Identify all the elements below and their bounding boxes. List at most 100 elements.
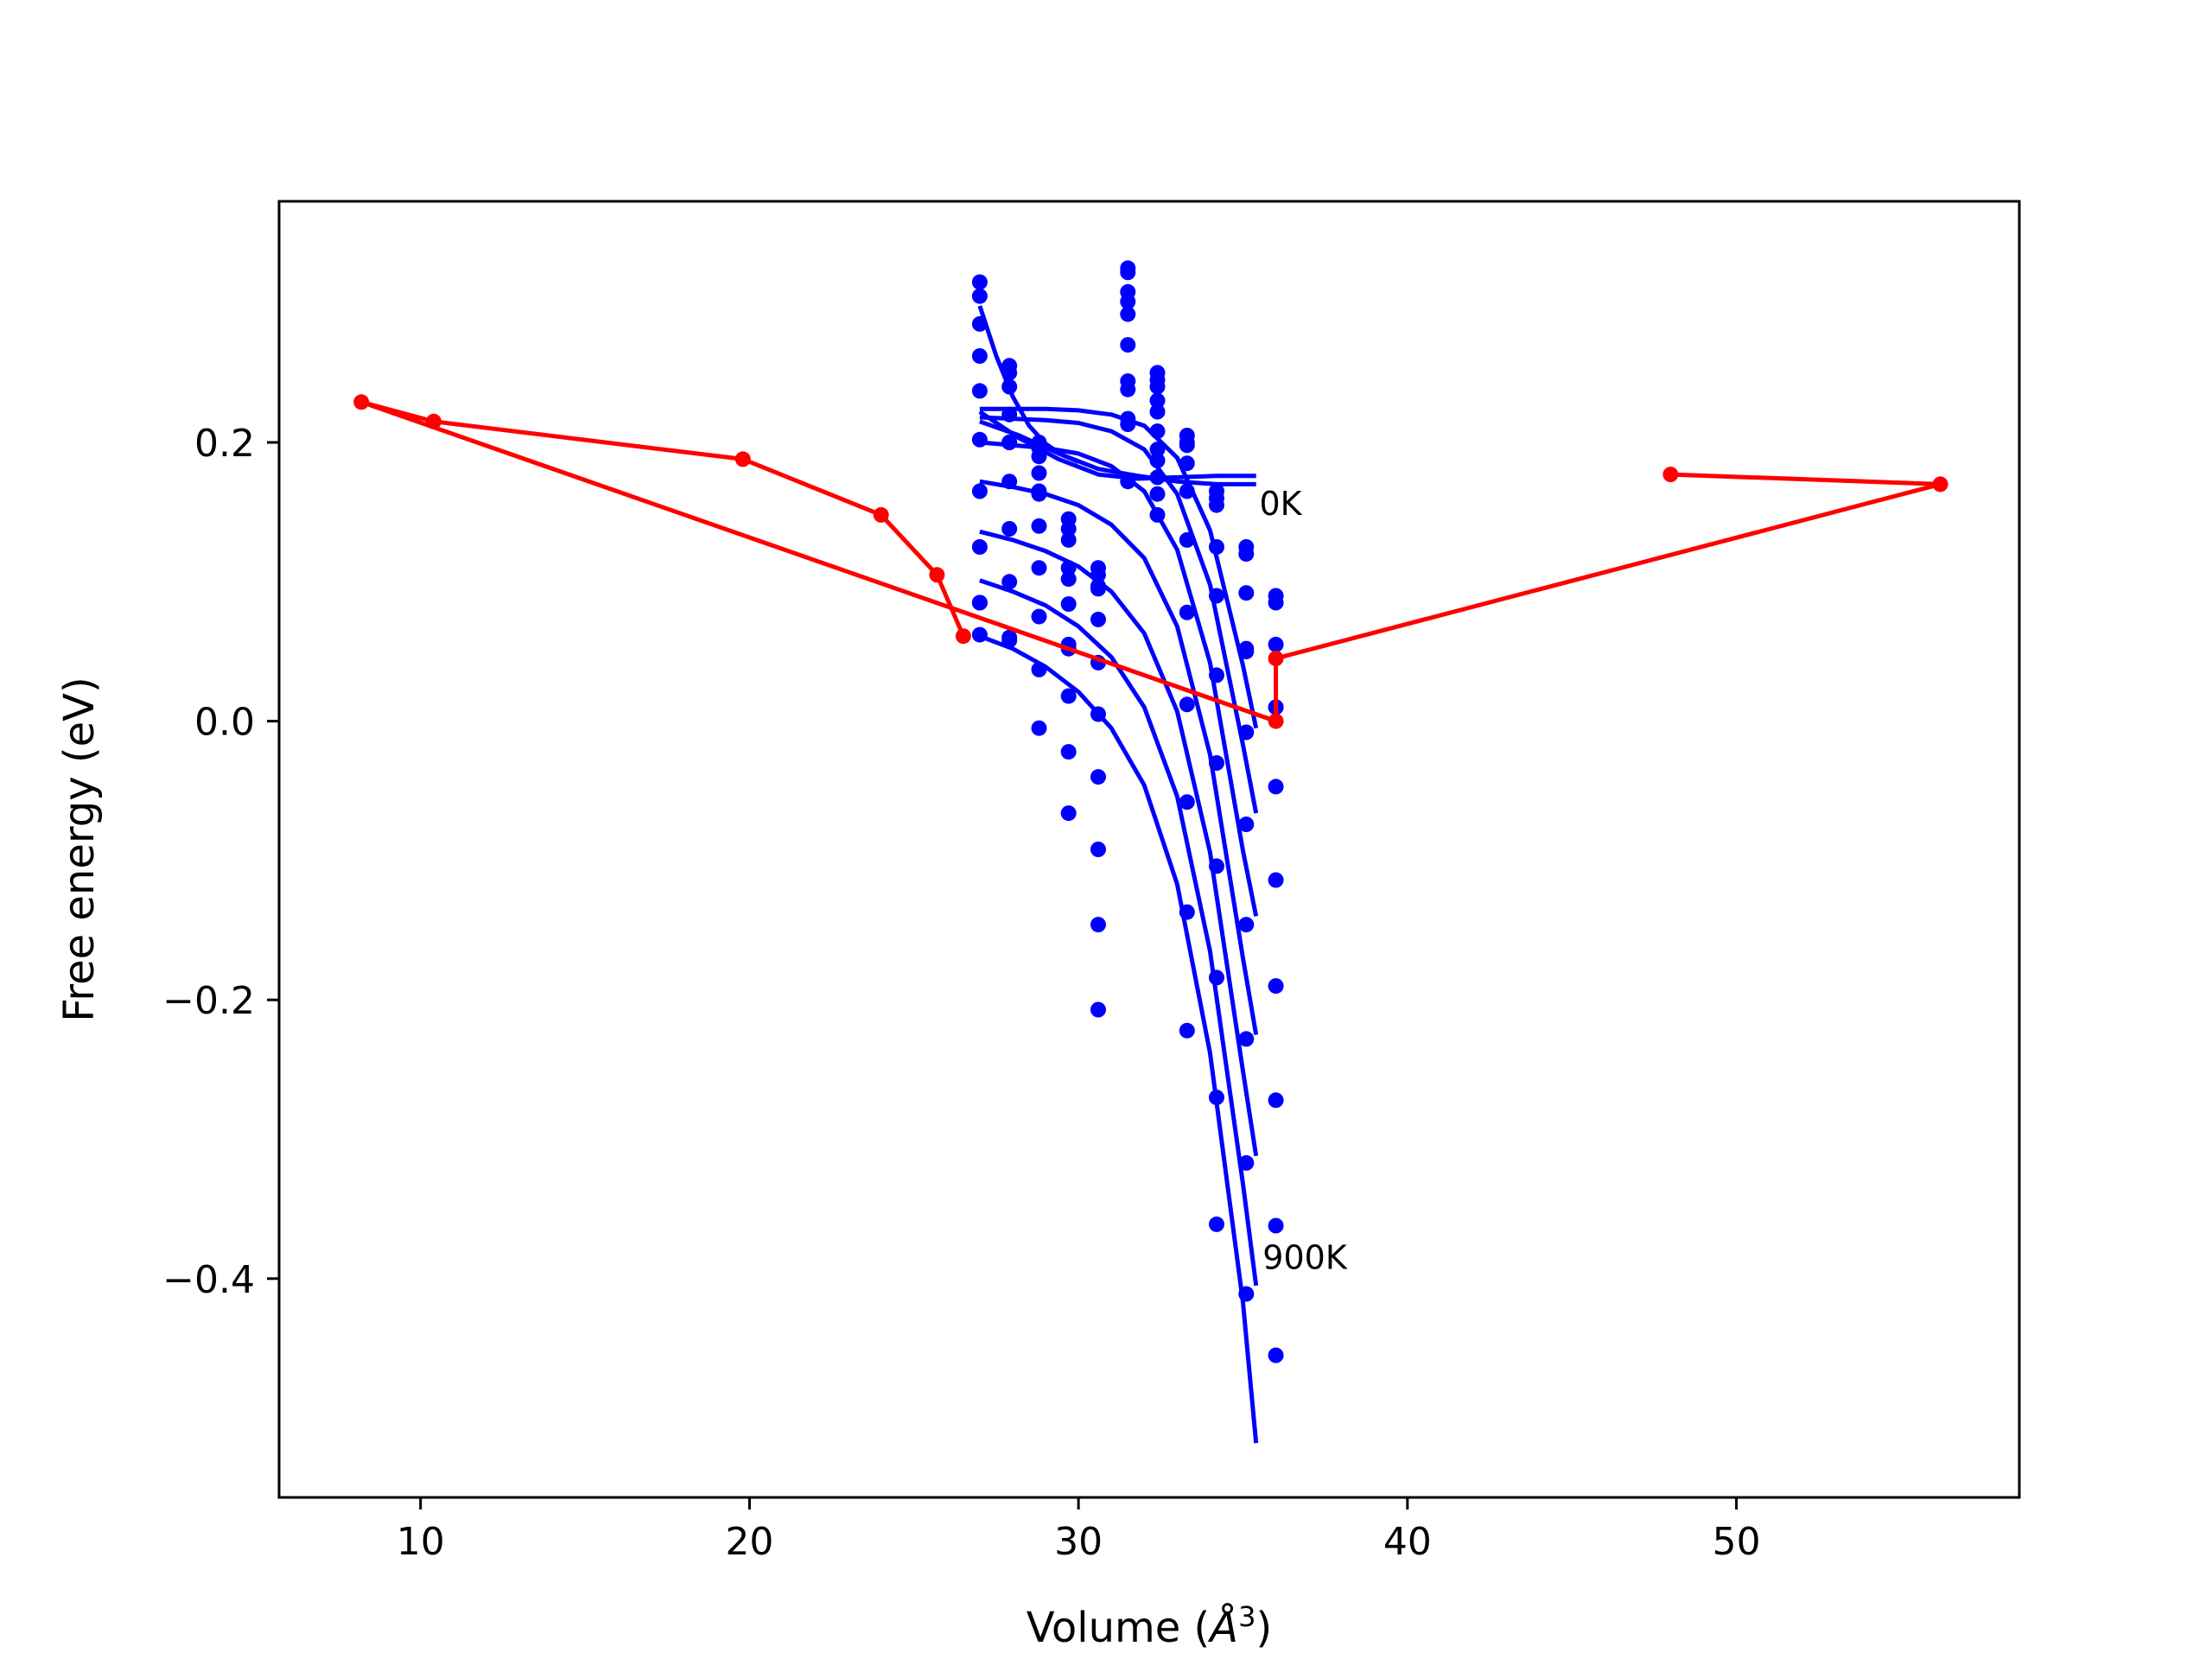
data-point [1090,1001,1106,1018]
x-tick-label: 30 [1054,1520,1103,1564]
data-point [1209,1090,1224,1106]
data-point [1090,611,1106,627]
data-point [971,274,988,290]
data-point [1179,483,1195,499]
x-tick-label: 10 [397,1520,445,1564]
data-point [1031,720,1047,736]
data-point [1060,560,1077,576]
data-point [1179,696,1195,713]
data-point [971,383,988,399]
data-point [1209,667,1224,683]
data-point [971,315,988,332]
data-point [1209,755,1224,771]
data-point [1209,539,1224,555]
data-point [1179,531,1195,548]
red-path-point [425,413,442,429]
red-path-point [353,394,370,410]
data-point [1060,596,1077,613]
y-tick-label: −0.2 [162,979,255,1023]
fit-curve-9 [979,633,1259,1444]
data-point [1179,437,1195,454]
data-point [1001,574,1018,590]
data-point [1238,724,1255,741]
data-point [1120,294,1136,310]
data-point [1179,604,1195,620]
data-point [1060,744,1077,760]
data-point [1120,381,1136,397]
data-point [1268,588,1284,604]
data-point [1090,917,1106,933]
annotation-group: 0K 900K [1260,485,1348,1277]
data-point [1149,442,1166,458]
plot-area [353,260,1948,1444]
data-point [1268,978,1284,995]
data-point [1090,567,1106,583]
data-point [1268,1217,1284,1234]
data-point [971,626,988,643]
red-path-point [1268,713,1284,729]
data-point [1031,608,1047,625]
data-point [1031,448,1047,465]
data-point [1149,453,1166,468]
data-point [1149,506,1166,523]
data-point [1238,1154,1255,1171]
data-point [1209,858,1224,874]
x-axis-label: Volume (Å3) [1027,1600,1272,1652]
y-tick-label: −0.4 [162,1258,255,1302]
data-point [1209,969,1224,986]
data-point [1001,629,1018,645]
data-point [1209,497,1224,513]
data-point [1090,581,1106,597]
data-point [1268,636,1284,652]
fit-curve-1 [978,410,1256,481]
curve-annotation: 900K [1262,1239,1348,1277]
x-tick-label: 50 [1713,1520,1761,1564]
data-point [1238,539,1255,555]
data-point [971,348,988,364]
data-point [1120,410,1136,427]
plot-frame [277,200,2021,1499]
red-path-point [929,567,945,583]
data-point [1031,465,1047,481]
data-point [1238,817,1255,832]
data-point [1149,378,1166,395]
data-point [1120,474,1136,490]
data-point [1031,486,1047,502]
data-point [1209,588,1224,604]
data-point [1268,779,1284,795]
fit-curve-10 [977,305,1080,464]
data-point [1060,805,1077,822]
data-point [1179,794,1195,810]
data-point [1238,1286,1255,1302]
data-point [1238,917,1255,933]
data-point [1001,406,1018,423]
red-path-point [1932,476,1948,493]
data-point [1031,518,1047,534]
curve-annotation: 0K [1260,485,1303,523]
y-tick-label: 0.2 [194,422,255,466]
data-point [1031,560,1047,576]
data-point [1060,531,1077,548]
data-point [1238,1031,1255,1047]
data-point [1090,706,1106,722]
tick-group: 10 20 30 40 50 0.2 0.0 −0.2 −0.4 [162,422,1760,1564]
data-point [971,483,988,499]
data-point [1031,435,1047,450]
data-point [971,539,988,555]
fit-curve-8 [979,578,1259,1287]
data-point [1149,423,1166,440]
data-point [1001,435,1018,450]
data-point [1149,392,1166,409]
data-point [1268,872,1284,888]
data-point [1120,337,1136,353]
red-path-point [734,451,751,467]
data-point [1149,469,1166,486]
data-point [971,431,988,448]
data-point [1179,1022,1195,1039]
data-point [1001,378,1018,395]
red-path-point [955,628,971,645]
data-point [1060,688,1077,704]
data-point [1090,842,1106,857]
